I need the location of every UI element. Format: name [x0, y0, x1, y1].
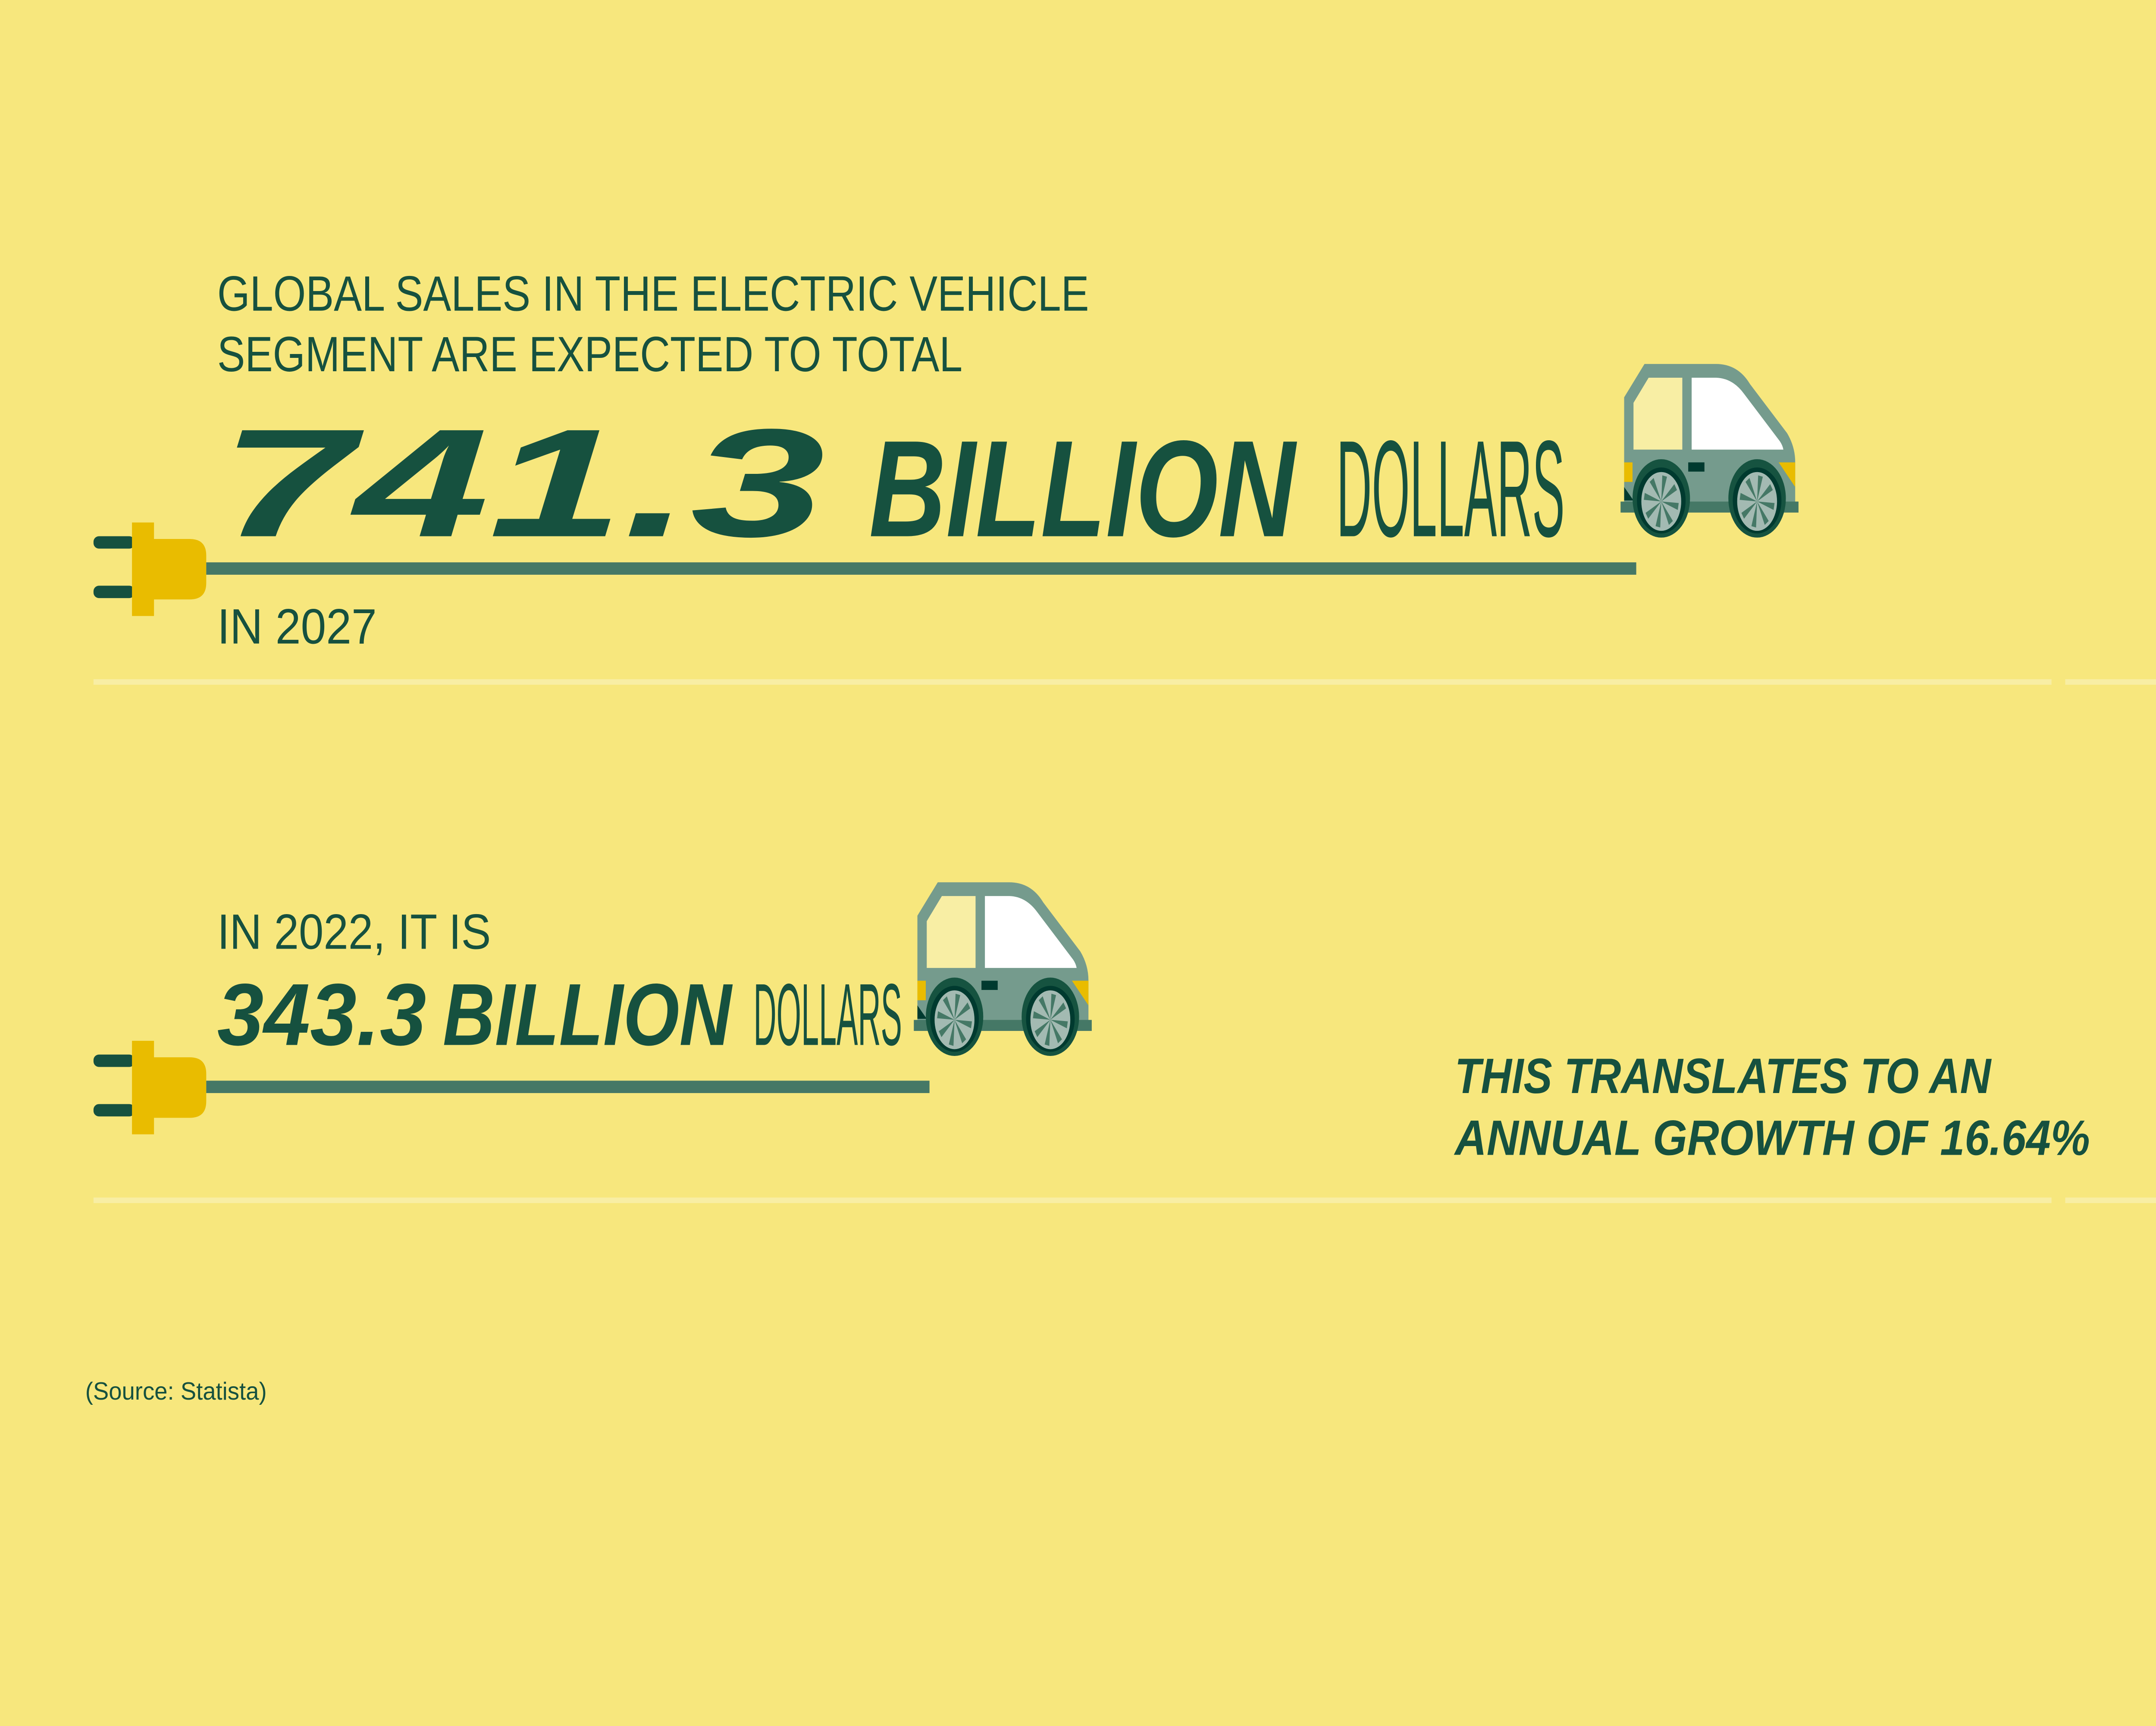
plug-icon: [93, 522, 207, 616]
intro-line-1: GLOBAL SALES IN THE ELECTRIC VEHICLE: [217, 266, 1089, 322]
road-line: [2065, 1197, 2156, 1203]
amount-2022: 343.3: [217, 965, 426, 1064]
road-line: [2065, 679, 2156, 685]
unit-billion: BILLION: [869, 412, 1298, 566]
infographic: GLOBAL SALES IN THE ELECTRIC VEHICLE SEG…: [0, 0, 2156, 1438]
amount-2027: 741.3: [220, 397, 825, 569]
unit-dollars: DOLLARS: [1336, 412, 1564, 566]
road-line: [93, 679, 2052, 685]
road-line: [93, 1197, 2052, 1203]
infographic-canvas: GLOBAL SALES IN THE ELECTRIC VEHICLE SEG…: [0, 0, 2156, 1438]
source-note: (Source: Statista): [85, 1378, 267, 1405]
unit-billion: BILLION: [443, 965, 733, 1064]
growth-line-2: ANNUAL GROWTH OF 16.64%: [1454, 1111, 2090, 1166]
power-cable: [206, 1081, 930, 1093]
growth-line-1: THIS TRANSLATES TO AN: [1455, 1049, 1992, 1104]
background: [0, 0, 2156, 1438]
power-cable: [206, 562, 1636, 575]
intro-2022: IN 2022, IT IS: [217, 904, 491, 959]
unit-dollars: DOLLARS: [753, 965, 902, 1064]
intro-line-2: SEGMENT ARE EXPECTED TO TOTAL: [217, 327, 962, 382]
year-2027: IN 2027: [217, 599, 377, 654]
plug-icon: [93, 1040, 207, 1134]
